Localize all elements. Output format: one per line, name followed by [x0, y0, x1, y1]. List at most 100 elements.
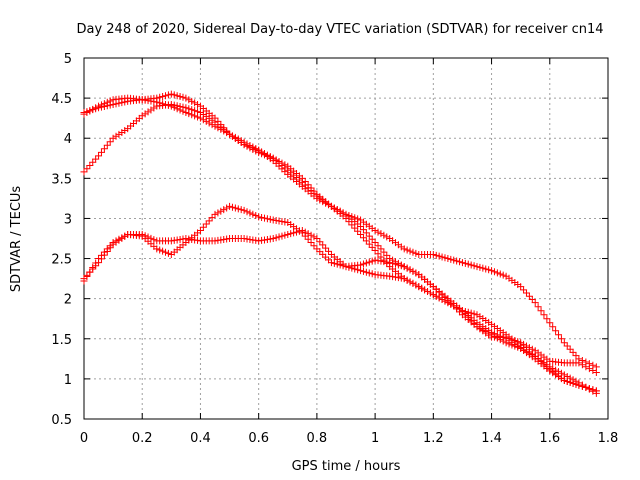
data-point — [435, 252, 443, 260]
x-tick-label: 0.8 — [307, 431, 328, 446]
data-point — [540, 311, 548, 319]
data-point — [164, 249, 172, 257]
data-point — [421, 286, 429, 294]
data-point — [249, 144, 257, 152]
data-point — [429, 291, 437, 299]
data-point — [406, 247, 414, 255]
data-point — [496, 270, 504, 278]
axis-ticks: 0 0.2 0.4 0.6 0.8 1 1.2 1.4 1.6 1.8 0.5 1 1.5 2 2.5 3 3.… — [51, 52, 618, 446]
data-point — [153, 245, 161, 253]
data-point — [531, 299, 539, 307]
x-tick-label: 1.4 — [481, 431, 502, 446]
data-point — [592, 368, 600, 376]
series-track-d — [80, 226, 600, 395]
data-point — [458, 259, 466, 267]
data-point — [167, 90, 175, 98]
data-point — [557, 335, 565, 343]
data-point — [359, 260, 367, 268]
data-point — [406, 266, 414, 274]
data-point — [258, 213, 266, 221]
data-point — [322, 244, 330, 252]
data-point — [534, 303, 542, 311]
series-track-e — [80, 202, 600, 376]
data-point — [330, 204, 338, 212]
data-point — [359, 226, 367, 234]
data-point — [479, 264, 487, 272]
data-point — [517, 339, 525, 347]
data-point — [354, 227, 362, 235]
data-point — [485, 266, 493, 274]
data-point — [365, 269, 373, 277]
data-point — [476, 263, 484, 271]
data-point — [194, 101, 202, 109]
data-point — [304, 235, 312, 243]
data-point — [447, 255, 455, 263]
data-point — [403, 246, 411, 254]
data-point — [365, 232, 373, 240]
data-point — [368, 235, 376, 243]
data-point — [377, 230, 385, 238]
data-point — [89, 158, 97, 166]
data-point — [240, 206, 248, 214]
data-point — [470, 320, 478, 328]
data-point — [260, 214, 268, 222]
grid-lines — [84, 58, 608, 419]
data-point — [199, 223, 207, 231]
data-point — [191, 99, 199, 107]
data-point — [167, 101, 175, 109]
data-point — [380, 248, 388, 256]
data-point — [453, 257, 461, 265]
y-tick-label: 3 — [64, 212, 72, 227]
data-point — [83, 165, 91, 173]
data-point — [371, 226, 379, 234]
data-point — [520, 286, 528, 294]
data-point — [162, 248, 170, 256]
data-point — [103, 141, 111, 149]
data-point — [374, 250, 382, 258]
data-point — [508, 335, 516, 343]
data-points — [80, 90, 600, 397]
data-point — [543, 315, 551, 323]
data-point — [159, 93, 167, 101]
data-point — [400, 275, 408, 283]
data-point — [185, 105, 193, 113]
data-point — [153, 94, 161, 102]
x-tick-label: 1.6 — [539, 431, 560, 446]
data-point — [383, 251, 391, 259]
x-tick-label: 1.8 — [598, 431, 619, 446]
data-point — [83, 271, 91, 279]
data-point — [582, 384, 590, 392]
data-point — [493, 269, 501, 277]
x-tick-label: 0.4 — [190, 431, 211, 446]
data-point — [97, 148, 105, 156]
data-point — [325, 247, 333, 255]
data-point — [467, 261, 475, 269]
data-point — [246, 143, 254, 151]
data-point — [528, 295, 536, 303]
data-point — [362, 229, 370, 237]
data-point — [231, 204, 239, 212]
data-point — [228, 203, 236, 211]
data-point — [575, 381, 583, 389]
data-point — [549, 323, 557, 331]
data-point — [470, 310, 478, 318]
x-tick-label: 0 — [80, 431, 88, 446]
data-point — [563, 377, 571, 385]
data-point — [191, 107, 199, 115]
data-point — [582, 363, 590, 371]
data-point — [490, 268, 498, 276]
data-point — [173, 92, 181, 100]
data-point — [359, 234, 367, 242]
data-point — [100, 145, 108, 153]
data-point — [464, 260, 472, 268]
data-point — [275, 233, 283, 241]
data-point — [95, 104, 103, 112]
data-point — [240, 141, 248, 149]
data-point — [103, 247, 111, 255]
data-point — [336, 207, 344, 215]
data-point — [560, 339, 568, 347]
data-point — [514, 338, 522, 346]
data-point — [552, 327, 560, 335]
data-point — [397, 262, 405, 270]
